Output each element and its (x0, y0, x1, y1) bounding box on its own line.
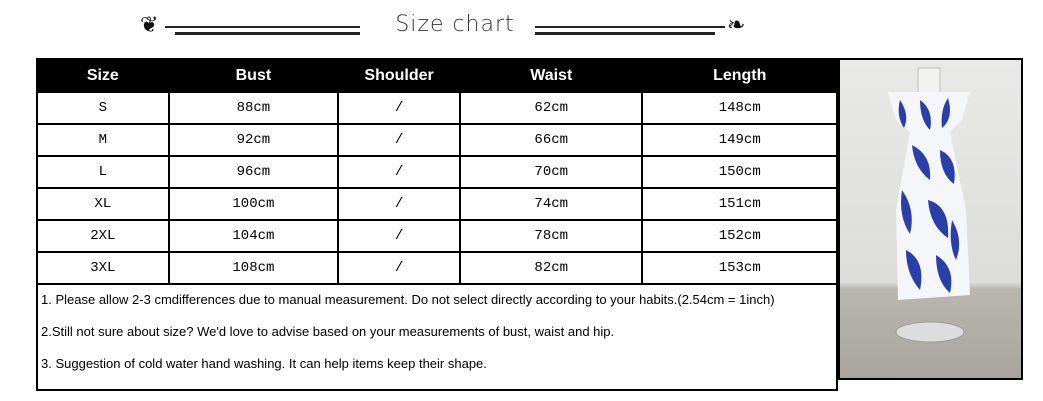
table-cell: 149cm (642, 124, 837, 156)
column-header-size: Size (37, 59, 169, 92)
column-header-shoulder: Shoulder (338, 59, 460, 92)
divider-right (535, 26, 725, 28)
table-cell: 104cm (168, 220, 339, 252)
table-cell: 2XL (37, 220, 169, 252)
note-2: 2.Still not sure about size? We'd love t… (41, 324, 615, 339)
table-cell: / (338, 124, 460, 156)
table-row: L 96cm/70cm 150cm (37, 156, 837, 188)
table-cell: M (37, 124, 169, 156)
table-row: 2XL 104cm/78cm 152cm (37, 220, 837, 252)
table-cell: 152cm (642, 220, 837, 252)
column-header-waist: Waist (459, 59, 643, 92)
divider-left-2 (175, 32, 360, 35)
table-cell: 3XL (37, 252, 169, 284)
table-cell: 150cm (642, 156, 837, 188)
table-cell: 66cm (459, 124, 643, 156)
table-cell: 92cm (168, 124, 339, 156)
column-header-bust: Bust (168, 59, 339, 92)
table-cell: L (37, 156, 169, 188)
table-cell: 148cm (642, 92, 837, 124)
column-header-length: Length (642, 59, 837, 92)
table-cell: 78cm (459, 220, 643, 252)
note-3: 3. Suggestion of cold water hand washing… (41, 356, 487, 371)
notes-cell: 1. Please allow 2-3 cmdifferences due to… (37, 284, 837, 390)
table-cell: 108cm (168, 252, 339, 284)
table-row: M 92cm/66cm 149cm (37, 124, 837, 156)
table-cell: 82cm (459, 252, 643, 284)
ornament-right-icon: ❧ (727, 12, 746, 37)
table-cell: 153cm (642, 252, 837, 284)
table-cell: / (338, 92, 460, 124)
table-row: XL 100cm/74cm 151cm (37, 188, 837, 220)
table-cell: 100cm (168, 188, 339, 220)
table-row: 3XL 108cm/82cm 153cm (37, 252, 837, 284)
size-table: Size Bust Shoulder Waist Length S 88cm/62cm 14… (36, 58, 838, 391)
table-cell: S (37, 92, 169, 124)
divider-right-2 (535, 32, 715, 35)
table-cell: / (338, 252, 460, 284)
table-cell: XL (37, 188, 169, 220)
product-photo (838, 58, 1023, 380)
table-cell: 151cm (642, 188, 837, 220)
table-cell: / (338, 156, 460, 188)
table-cell: / (338, 188, 460, 220)
table-cell: 88cm (168, 92, 339, 124)
table-cell: 74cm (459, 188, 643, 220)
divider-left (165, 26, 360, 28)
table-row: S 88cm/62cm 148cm (37, 92, 837, 124)
table-cell: 96cm (168, 156, 339, 188)
page-title: Size chart (395, 12, 515, 37)
note-1: 1. Please allow 2-3 cmdifferences due to… (41, 292, 775, 307)
table-cell: 70cm (459, 156, 643, 188)
table-cell: / (338, 220, 460, 252)
table-cell: 62cm (459, 92, 643, 124)
ornament-left-icon: ❦ (140, 12, 159, 37)
